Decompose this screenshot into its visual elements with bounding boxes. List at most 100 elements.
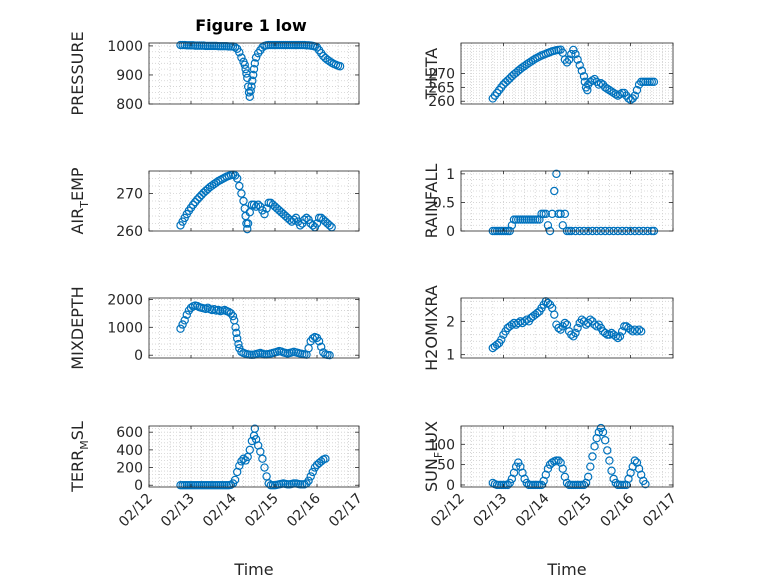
data-point [248, 70, 258, 80]
data-point [634, 325, 644, 334]
data-point [552, 169, 561, 179]
data-point [537, 480, 546, 490]
data-point [573, 323, 582, 333]
data-point [514, 458, 523, 467]
subplot-h2omixra: 1 2 H2OMIXRA [422, 285, 674, 371]
data-point [571, 328, 580, 338]
x-tick-label: 02/13 [158, 491, 198, 531]
data-point [637, 327, 646, 336]
y-tick-label: 0 [446, 478, 455, 494]
data-point [505, 478, 514, 488]
data-point [308, 467, 317, 477]
data-point [258, 454, 267, 463]
y-tick-label: 100 [428, 437, 455, 453]
data-point [224, 307, 233, 317]
data-point [564, 55, 574, 64]
x-tick-label: 02/17 [640, 491, 680, 531]
data-point [180, 316, 189, 325]
data-point [232, 334, 242, 343]
data-point [251, 53, 261, 62]
y-tick-label: 265 [428, 80, 455, 96]
data-point [543, 464, 553, 473]
y-tick-label: 200 [116, 461, 143, 477]
grid [461, 171, 673, 231]
data-point [600, 328, 610, 338]
y-tick-label: 1000 [107, 39, 143, 55]
data-point [317, 342, 326, 352]
grid [461, 426, 673, 487]
y-tick-label: 2000 [107, 292, 143, 308]
data-point [249, 64, 259, 74]
data-point [314, 337, 324, 346]
x-tick-label: 02/14 [513, 490, 553, 530]
series-TERR_MSL [176, 424, 330, 490]
data-point [607, 87, 616, 96]
data-point [520, 317, 529, 326]
axes-box [460, 425, 674, 488]
data-point [228, 311, 238, 321]
figure-title: Figure 1 low [195, 16, 307, 35]
data-point [304, 476, 313, 486]
data-point [611, 90, 620, 99]
data-point [247, 436, 257, 446]
data-point [605, 456, 614, 465]
data-point [195, 193, 204, 202]
data-point [310, 463, 320, 472]
data-point [312, 219, 322, 228]
data-point [558, 464, 567, 473]
data-point [335, 62, 345, 71]
data-point [260, 209, 269, 219]
x-tick-label: 02/14 [200, 490, 240, 530]
data-point [511, 462, 521, 471]
data-point [232, 328, 241, 338]
data-point [505, 74, 514, 83]
data-point [600, 436, 610, 445]
data-point [302, 213, 311, 223]
data-point [492, 340, 502, 349]
y-tick-label: 260 [428, 94, 455, 110]
data-point [239, 454, 248, 463]
x-tick-label: 02/16 [598, 490, 638, 530]
data-point [325, 351, 334, 360]
data-point [586, 315, 595, 324]
data-point [558, 221, 567, 230]
data-point [499, 80, 508, 89]
data-point [526, 57, 536, 66]
data-point [583, 85, 592, 95]
data-point [615, 90, 625, 99]
data-point [235, 48, 244, 57]
data-point [306, 472, 315, 481]
data-point [590, 442, 599, 451]
data-point [550, 310, 559, 319]
y-axis-label: THETA [422, 48, 441, 100]
data-point [289, 215, 299, 224]
data-point [607, 466, 616, 475]
data-point [522, 60, 531, 69]
data-point [237, 189, 246, 198]
axes-box [148, 42, 360, 105]
data-point [254, 200, 263, 209]
y-tick-label: 50 [437, 458, 455, 474]
series-THETA [488, 45, 659, 105]
data-point [243, 224, 252, 234]
data-point [596, 423, 606, 433]
data-point [241, 64, 250, 74]
grid [149, 43, 359, 104]
data-point [554, 323, 563, 333]
series-H2OMIXRA [488, 297, 646, 353]
axes-box [148, 425, 360, 488]
y-tick-label: 900 [116, 68, 143, 84]
y-tick-label: 0 [134, 478, 143, 494]
data-point [579, 72, 589, 81]
data-point [503, 480, 512, 490]
data-point [176, 324, 185, 333]
data-point [321, 454, 330, 463]
y-tick-label: 800 [116, 97, 143, 113]
data-point [541, 209, 551, 219]
data-point [533, 308, 542, 318]
data-point [569, 45, 578, 55]
data-point [246, 86, 255, 96]
y-tick-label: 600 [116, 425, 143, 441]
